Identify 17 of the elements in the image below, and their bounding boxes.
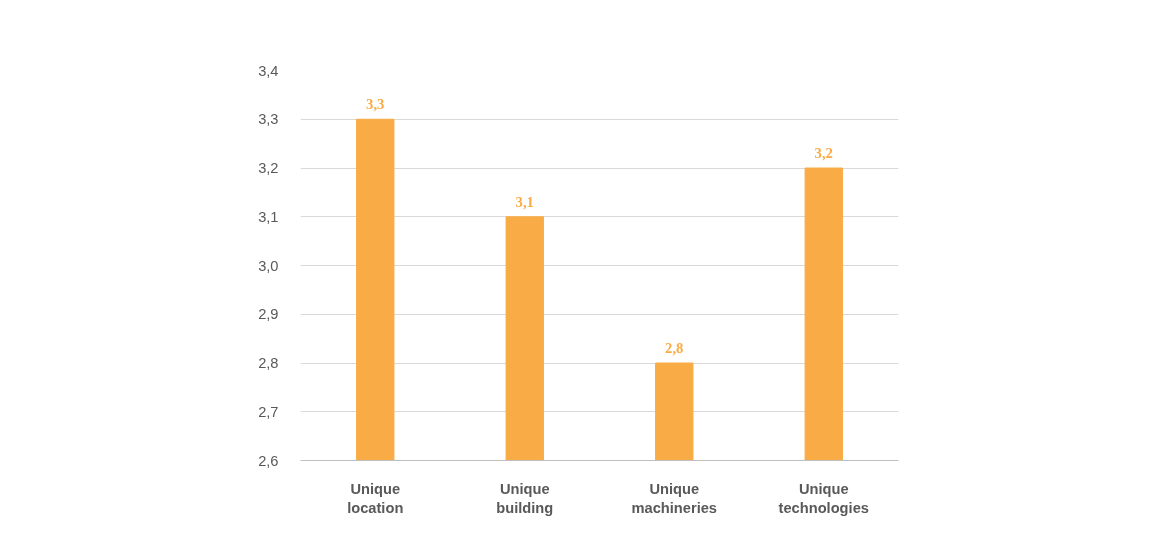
data-label: 3,1 (515, 193, 534, 210)
y-tick-label: 2,7 (258, 403, 279, 420)
y-tick-label: 3,3 (258, 111, 279, 128)
y-tick-label: 3,2 (258, 160, 279, 176)
y-tick-label: 2,8 (258, 355, 279, 371)
y-tick-label: 3,1 (258, 208, 279, 225)
data-label: 2,8 (665, 340, 684, 356)
x-tick-label: Unique building (496, 480, 554, 516)
y-tick-label: 2,9 (258, 306, 279, 323)
x-tick-label: Unique location (347, 480, 404, 516)
data-label: 3,2 (814, 145, 833, 161)
data-label: 3,3 (366, 96, 385, 113)
y-tick-label: 3,0 (258, 257, 279, 274)
x-tick-label: Unique machineries (631, 480, 718, 516)
y-tick-label: 3,4 (258, 62, 279, 79)
x-tick-label: Unique technologies (778, 480, 869, 516)
y-tick-label: 2,6 (258, 452, 279, 469)
